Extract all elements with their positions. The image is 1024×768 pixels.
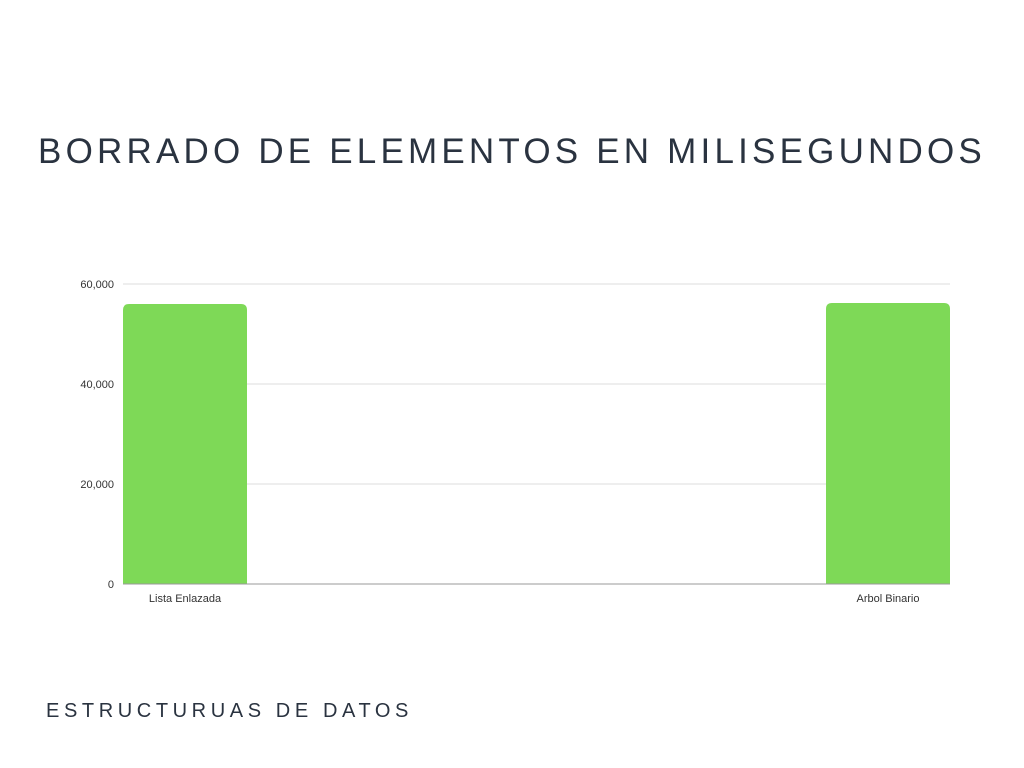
x-axis-tick-labels: Lista Enlazada Arbol Binario: [149, 593, 920, 605]
y-axis-tick-labels: 0 20,000 40,000 60,000: [80, 279, 114, 591]
grid-lines: [123, 283, 950, 485]
y-tick-label: 20,000: [80, 479, 114, 491]
y-tick-label: 60,000: [80, 279, 114, 291]
chart-title: BORRADO DE ELEMENTOS EN MILISEGUNDOS: [38, 132, 986, 171]
footer-label: ESTRUCTURUAS DE DATOS: [46, 700, 414, 722]
bar-arbol-binario: [826, 303, 950, 584]
x-tick-label: Arbol Binario: [857, 593, 920, 605]
bars: [123, 303, 950, 584]
y-tick-label: 0: [108, 579, 114, 591]
y-tick-label: 40,000: [80, 379, 114, 391]
bar-lista-enlazada: [123, 304, 247, 584]
x-tick-label: Lista Enlazada: [149, 593, 222, 605]
